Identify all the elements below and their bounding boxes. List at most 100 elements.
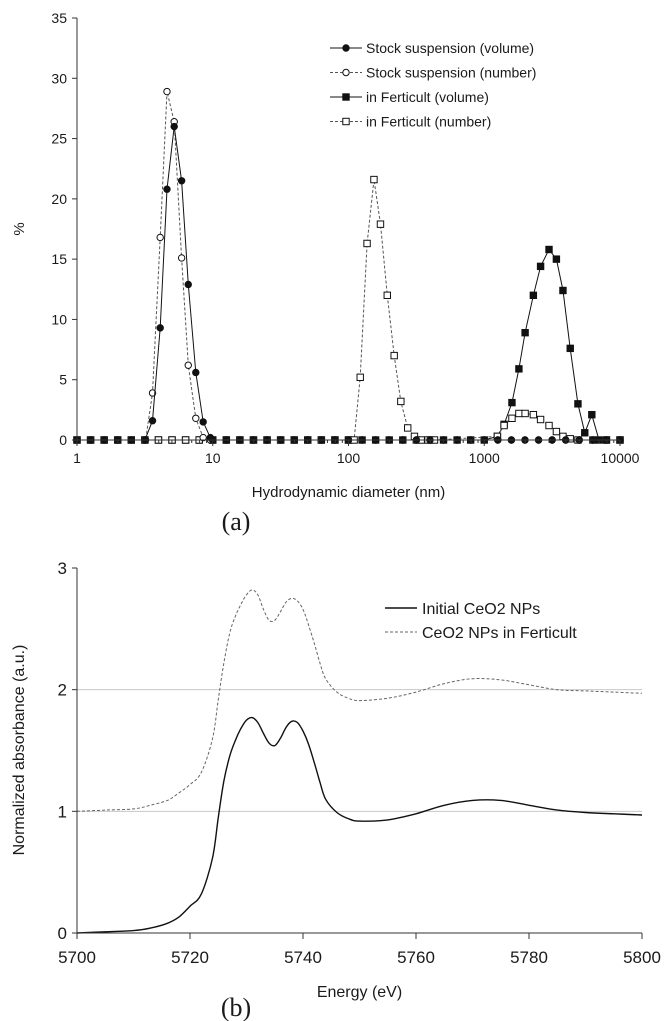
dls-data-point <box>170 122 178 131</box>
dls-data-point <box>521 328 529 337</box>
xanes-y-tick-label: 2 <box>58 681 67 700</box>
dls-series-line <box>77 179 620 441</box>
dls-y-tick-label: 0 <box>59 432 67 448</box>
dls-x-tick-label: 10000 <box>601 450 640 466</box>
dls-data-point <box>177 177 186 185</box>
dls-data-point <box>536 262 545 271</box>
dls-data-point <box>545 245 553 254</box>
panel-label-b: (b) <box>221 993 251 1021</box>
dls-x-axis-title: Hydrodynamic diameter (nm) <box>252 484 445 501</box>
dls-y-tick-label: 10 <box>51 311 67 327</box>
dls-data-point <box>376 220 385 228</box>
dls-data-point <box>545 421 553 430</box>
dls-data-point <box>508 398 516 407</box>
dls-data-point <box>163 87 171 96</box>
dls-data-point <box>383 291 391 300</box>
xanes-x-axis-title: Energy (eV) <box>317 984 402 1001</box>
legend-marker <box>342 68 350 77</box>
legend-marker <box>342 93 350 101</box>
dls-data-point <box>184 280 192 289</box>
legend-label: in Ferticult (volume) <box>366 89 489 105</box>
dls-series <box>73 87 624 444</box>
dls-data-point <box>177 254 186 262</box>
dls-data-point <box>184 361 192 369</box>
xanes-y-tick-label: 0 <box>58 924 67 943</box>
dls-y-axis-title: % <box>11 222 28 235</box>
dls-data-point <box>500 421 508 430</box>
panel-label-a: (a) <box>222 507 251 536</box>
xanes-x-tick-label: 5800 <box>623 948 661 967</box>
legend-label: Stock suspension (number) <box>366 65 536 81</box>
dls-data-point <box>581 429 589 437</box>
dls-y-tick-label: 5 <box>59 372 67 388</box>
xanes-legend: Initial CeO2 NPs CeO2 NPs in Ferticult <box>385 601 577 642</box>
dls-data-point <box>192 414 200 422</box>
dls-y-tick-label: 35 <box>51 10 67 26</box>
dls-y-tick-label: 15 <box>51 251 67 267</box>
dls-data-point <box>192 368 200 377</box>
dls-series-2 <box>73 245 624 444</box>
dls-data-point <box>529 410 538 419</box>
dls-series-3 <box>73 175 624 444</box>
dls-data-point <box>552 255 561 263</box>
xanes-series <box>76 589 643 934</box>
dls-data-point <box>397 397 405 406</box>
dls-data-point <box>404 424 412 432</box>
dls-x-tick-label: 100 <box>337 450 361 466</box>
dls-data-point <box>390 351 398 360</box>
xanes-x-tick-label: 5700 <box>58 948 96 967</box>
dls-data-point <box>559 286 567 295</box>
xanes-chart: 0 1 2 3 5700 5720 5740 5760 5780 5800 Energy (eV)… <box>11 559 661 1021</box>
dls-data-point <box>536 415 545 424</box>
xanes-x-tick-label: 5720 <box>171 948 209 967</box>
xanes-axes <box>72 567 643 939</box>
dls-y-tick-label: 20 <box>51 191 67 207</box>
dls-data-point <box>363 239 371 248</box>
legend-marker <box>342 44 350 52</box>
dls-y-tick-label: 30 <box>51 70 67 86</box>
legend-label: Stock suspension (volume) <box>366 40 534 56</box>
dls-data-point <box>588 410 596 419</box>
dls-axes <box>72 17 621 446</box>
dls-data-point <box>574 400 582 408</box>
dls-data-point <box>529 291 538 300</box>
dls-data-point <box>515 409 523 418</box>
dls-data-point <box>156 233 164 242</box>
dls-data-point <box>508 414 516 422</box>
legend-marker <box>342 117 350 126</box>
dls-series-0 <box>73 122 624 444</box>
xanes-y-tick-label: 1 <box>58 802 67 821</box>
dls-legend: Stock suspension (volume) Stock suspensio… <box>330 40 536 130</box>
xanes-y-tick-label: 3 <box>58 559 67 578</box>
dls-data-point <box>356 373 364 382</box>
xanes-x-tick-label: 5740 <box>284 948 322 967</box>
dls-data-point <box>370 175 378 184</box>
dls-data-point <box>566 344 574 353</box>
xanes-y-axis-title: Normalized absorbance (a.u.) <box>11 645 28 856</box>
dls-data-point <box>515 365 523 373</box>
dls-data-point <box>199 418 207 426</box>
dls-x-tick-label: 1 <box>73 450 81 466</box>
dls-x-tick-label: 1000 <box>469 450 500 466</box>
legend-label: Initial CeO2 NPs <box>422 601 540 618</box>
dls-series-line <box>77 126 620 441</box>
dls-data-point <box>521 409 529 418</box>
xanes-series-1 <box>76 589 643 812</box>
dls-data-point <box>199 433 207 442</box>
dls-data-point <box>148 417 157 425</box>
dls-data-point <box>148 389 157 397</box>
xanes-gridlines <box>77 689 642 812</box>
legend-label: CeO2 NPs in Ferticult <box>422 625 577 642</box>
dls-x-tick-label: 10 <box>205 450 221 466</box>
dls-data-point <box>552 427 561 436</box>
dls-data-point <box>156 324 164 332</box>
xanes-series-0 <box>76 716 643 934</box>
dls-chart: 0 5 10 15 20 25 30 35 1 10 100 1000 10000 Hydrodynam… <box>11 10 640 536</box>
legend-label: in Ferticult (number) <box>366 114 491 130</box>
xanes-x-tick-label: 5780 <box>510 948 548 967</box>
dls-tick-labels: 0 5 10 15 20 25 30 35 1 10 100 1000 10000 <box>51 10 639 466</box>
xanes-x-tick-label: 5760 <box>397 948 435 967</box>
dls-data-point <box>163 185 171 193</box>
dls-y-tick-label: 25 <box>51 131 67 147</box>
